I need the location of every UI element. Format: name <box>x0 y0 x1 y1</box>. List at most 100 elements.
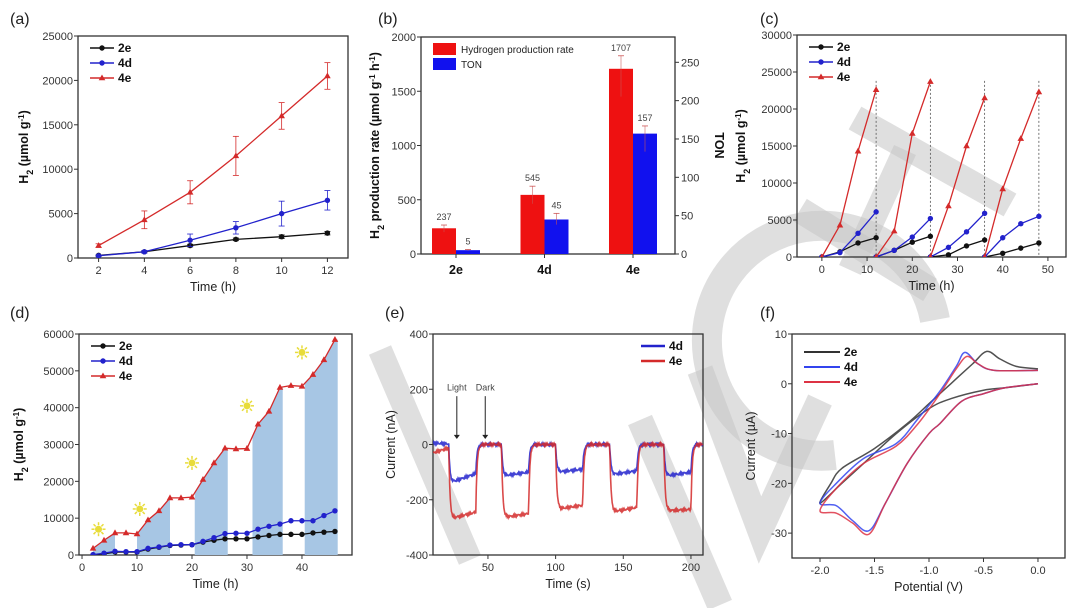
data-point <box>95 253 102 258</box>
x-tick-label: 4 <box>141 265 147 277</box>
data-point <box>332 528 338 535</box>
data-point <box>324 230 331 236</box>
x-category-label: 4e <box>626 263 640 277</box>
data-point <box>189 541 195 548</box>
x-tick-label: 30 <box>951 264 963 276</box>
data-point <box>288 531 294 538</box>
legend-label: 4d <box>837 55 851 69</box>
y-tick-label: 0 <box>422 440 428 452</box>
bar <box>520 194 545 254</box>
y-tick-label: 0 <box>781 379 787 391</box>
x-axis-title: Time (h) <box>908 279 954 293</box>
y-tick-label: 0 <box>67 253 73 265</box>
series-line-4e <box>821 89 877 257</box>
data-point <box>255 534 261 540</box>
data-label: 157 <box>637 113 652 123</box>
sun-ray <box>100 523 104 527</box>
data-point <box>145 545 151 552</box>
data-point <box>331 336 339 342</box>
data-point <box>101 550 107 555</box>
data-point <box>945 252 952 257</box>
data-point <box>243 445 251 451</box>
data-point <box>95 242 102 248</box>
y-axis-title: H2 (µmol g-1) <box>12 408 31 482</box>
panel-label: (a) <box>10 11 30 28</box>
plot-area <box>89 336 339 555</box>
y-axis-title-part: -1 <box>734 113 743 121</box>
data-point <box>324 72 331 79</box>
data-point <box>134 548 140 555</box>
y-axis-title-part: ) <box>12 408 26 412</box>
chart-panel-e: (e) 50 100 150 200 -400 -200 0 200 400 Time (s) Cur… <box>384 305 704 591</box>
watermark-stroke <box>848 106 1017 217</box>
series-line-4e <box>875 81 931 257</box>
y2-tick-label: 0 <box>681 249 687 261</box>
data-point <box>928 253 933 257</box>
data-point <box>177 494 185 501</box>
y-axis-title-part: H <box>368 230 382 239</box>
y-axis-title-part: (µmol g <box>12 419 26 467</box>
sun-core <box>243 402 251 410</box>
y-tick-label: 400 <box>410 329 428 341</box>
data-point <box>332 508 338 514</box>
bar <box>544 219 569 254</box>
bar <box>432 228 456 254</box>
data-point <box>321 512 327 519</box>
data-point <box>155 507 163 514</box>
y-tick-label: 1500 <box>392 86 416 98</box>
data-point <box>1036 240 1042 246</box>
y-tick-label: 20000 <box>42 75 73 87</box>
data-point <box>1000 235 1006 241</box>
series-line-4d <box>984 215 1040 257</box>
data-point <box>233 236 239 243</box>
x-axis-title: Time (h) <box>190 280 236 294</box>
y-tick-label: 15000 <box>761 141 792 153</box>
y-tick-label: 15000 <box>42 120 73 132</box>
y-tick-label: 0 <box>786 252 792 264</box>
series-line-4e <box>98 75 328 247</box>
sun-ray <box>142 503 146 507</box>
panel-label: (b) <box>378 11 398 28</box>
y-tick-label: -20 <box>771 478 787 490</box>
series-line-2e <box>984 242 1040 257</box>
data-point <box>100 358 106 364</box>
y-tick-label: -10 <box>771 429 787 441</box>
sun-icon <box>184 455 199 470</box>
data-point <box>233 536 239 542</box>
series-line-4d <box>930 212 986 257</box>
data-point <box>817 73 825 80</box>
data-point <box>90 551 96 555</box>
y-axis-title-part: -1 <box>17 114 26 122</box>
legend-label: 4e <box>844 375 858 389</box>
data-point <box>100 343 106 349</box>
data-point <box>999 185 1007 192</box>
data-point <box>186 188 194 195</box>
y-tick-label: 0 <box>68 550 74 562</box>
data-point <box>1018 221 1024 227</box>
data-point <box>141 216 148 223</box>
legend-label: 4d <box>119 354 133 368</box>
x-tick-label: 12 <box>321 265 333 277</box>
sun-icon <box>132 501 147 516</box>
sun-icon <box>239 398 254 413</box>
chart-panel-a: (a) 2 4 6 8 10 12 0 5000 10000 15000 20000 25000 Time… <box>10 11 349 294</box>
data-point <box>836 221 844 228</box>
legend-label: 4e <box>837 70 851 84</box>
data-point <box>133 530 141 537</box>
x-tick-label: 2 <box>96 265 102 277</box>
sun-ray <box>186 457 190 461</box>
x-tick-label: 10 <box>131 562 143 574</box>
data-point <box>89 544 97 551</box>
data-point <box>909 234 915 240</box>
series-curve-2e <box>819 350 1039 504</box>
y-tick-label: -400 <box>406 550 428 562</box>
watermark <box>368 106 1017 608</box>
data-point <box>819 253 824 257</box>
sun-ray <box>304 346 308 351</box>
y2-tick-label: 50 <box>681 211 693 223</box>
y-axis-title-part: -1 <box>12 411 21 419</box>
legend-label: Hydrogen production rate <box>461 45 574 56</box>
panel-label: (c) <box>760 11 779 28</box>
y-tick-label: 40000 <box>43 403 74 415</box>
